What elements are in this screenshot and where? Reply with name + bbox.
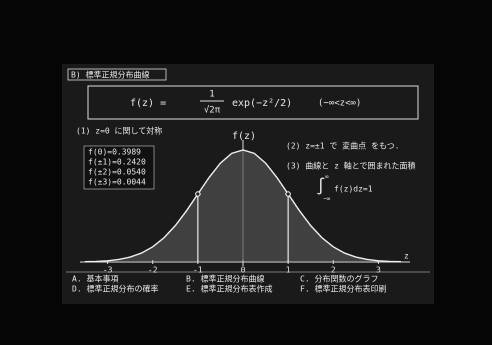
formula-body: exp(−z²/2) [232, 98, 292, 109]
x-tick-label: -1 [193, 266, 203, 275]
integral-lower: −∞ [323, 196, 331, 203]
screen: B) 標準正規分布曲線 f(z) = 1 √2π exp(−z²/2) (−∞<… [0, 0, 492, 345]
formula-denominator: √2π [204, 105, 221, 116]
inflection-point [286, 192, 290, 196]
menu-item[interactable]: D. 標準正規分布の確率 [72, 284, 158, 294]
value-line: f(±1)=0.2420 [88, 158, 146, 167]
x-tick-label: 0 [241, 266, 246, 275]
x-tick-label: 2 [331, 266, 336, 275]
value-line: f(±3)=0.0044 [88, 178, 146, 187]
menu-item[interactable]: B. 標準正規分布曲線 [186, 274, 264, 284]
menu-item[interactable]: E. 標準正規分布表作成 [186, 284, 272, 294]
value-line: f(±2)=0.0540 [88, 168, 146, 177]
menu-item[interactable]: F. 標準正規分布表印刷 [300, 284, 386, 294]
inflection-point [196, 192, 200, 196]
page: B) 標準正規分布曲線 f(z) = 1 √2π exp(−z²/2) (−∞<… [0, 0, 492, 345]
y-axis-label: f(z) [232, 131, 256, 142]
integral-body: f(z)dz=1 [334, 185, 373, 194]
x-tick-label: 1 [286, 266, 291, 275]
formula-range: (−∞<z<∞) [318, 99, 361, 109]
note-area: (3) 曲線と z 軸とで囲まれた面積 [286, 161, 415, 171]
formula-lhs: f(z) = [130, 98, 166, 109]
x-tick-label: -3 [103, 266, 113, 275]
tab-title: B) 標準正規分布曲線 [71, 70, 149, 80]
integral-upper: ∞ [325, 174, 329, 181]
x-axis-label: z [404, 252, 409, 261]
note-symmetry: (1) z=0 に関して対称 [76, 126, 162, 136]
note-inflection: (2) z=±1 で 変曲点 をもつ. [286, 141, 399, 151]
menu-item[interactable]: A. 基本事項 [72, 274, 118, 284]
x-tick-label: 3 [376, 266, 381, 275]
value-line: f(0)=0.3989 [88, 148, 141, 157]
formula-numerator: 1 [209, 90, 214, 100]
x-tick-label: -2 [148, 266, 158, 275]
menu-item[interactable]: C. 分布関数のグラフ [300, 274, 378, 284]
